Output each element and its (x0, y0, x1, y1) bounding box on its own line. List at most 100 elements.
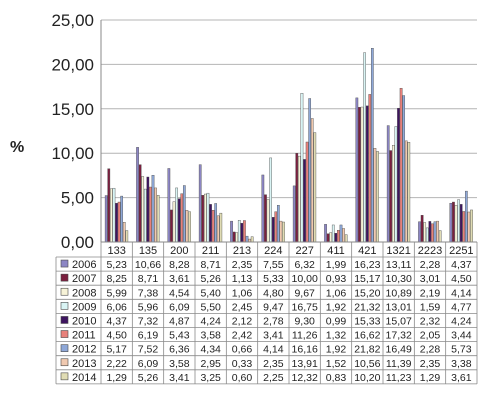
legend-label: 2007 (72, 273, 96, 285)
bar-2011-227 (305, 141, 309, 243)
bar-2014-213 (250, 236, 254, 243)
data-label: 10,30 (386, 273, 412, 285)
y-tick-label: 5,00 (61, 189, 94, 208)
bar-2006-200 (167, 168, 171, 243)
legend-key-2014 (60, 372, 69, 381)
bar-2009-411 (331, 224, 335, 243)
bar-2008-211 (204, 193, 207, 243)
data-label: 5,26 (138, 372, 159, 384)
legend-key-2013 (60, 358, 69, 367)
data-label: 3,41 (263, 330, 284, 342)
bar-2010-211 (209, 204, 212, 243)
data-label: 1,06 (232, 287, 253, 299)
data-label: 15,07 (386, 315, 412, 327)
x-tick-label: 2223 (418, 245, 442, 257)
bar-2010-200 (177, 198, 181, 243)
data-label: 3,41 (169, 372, 190, 384)
bar-2006-421 (355, 97, 359, 243)
bar-2011-421 (368, 94, 372, 243)
bar-2012-411 (339, 224, 343, 243)
data-label: 4,50 (106, 330, 127, 342)
data-label: 9,67 (294, 287, 315, 299)
data-label: 5,40 (200, 287, 221, 299)
bar-2008-411 (329, 232, 333, 243)
data-label: 21,82 (354, 344, 380, 356)
data-label: 10,89 (386, 287, 412, 299)
bar-2010-227 (303, 159, 306, 243)
bar-2009-227 (300, 93, 304, 243)
bar-2007-135 (138, 164, 142, 243)
bar-2012-1321 (402, 95, 406, 243)
bar-2012-421 (370, 48, 374, 243)
bar-2011-224 (274, 211, 278, 243)
data-label: 8,28 (169, 259, 190, 271)
data-label: 6,19 (138, 330, 159, 342)
bar-2014-421 (376, 151, 379, 243)
data-label: 3,58 (200, 330, 221, 342)
bar-2011-200 (180, 193, 184, 243)
bar-2010-1321 (397, 107, 400, 243)
bar-2010-2251 (459, 204, 463, 243)
data-label: 1,32 (326, 330, 347, 342)
data-label: 10,56 (354, 358, 380, 370)
bar-2011-2223 (431, 223, 434, 243)
bar-2012-200 (182, 185, 186, 243)
data-label: 3,61 (169, 273, 190, 285)
bar-2012-133 (120, 195, 124, 243)
data-label: 8,71 (138, 273, 159, 285)
data-label: 11,26 (292, 330, 318, 342)
data-label: 4,24 (451, 315, 472, 327)
legend-key-2008 (60, 287, 69, 296)
bar-2008-421 (360, 106, 364, 243)
legend-label: 2009 (72, 301, 96, 313)
bar-2010-213 (240, 222, 244, 243)
bar-2013-135 (154, 187, 157, 243)
data-label: 1,13 (232, 273, 253, 285)
bar-2012-211 (214, 203, 218, 243)
data-label: 6,09 (169, 301, 190, 313)
x-tick-label: 227 (295, 245, 313, 257)
bar-2010-2223 (428, 221, 432, 243)
data-label: 21,32 (354, 301, 380, 313)
data-label: 13,01 (386, 301, 412, 313)
bar-2011-411 (337, 230, 340, 243)
data-label: 10,20 (354, 372, 380, 384)
bar-2013-411 (342, 228, 345, 243)
data-label: 2,35 (420, 358, 441, 370)
bar-2009-133 (112, 187, 116, 243)
data-label: 7,38 (138, 287, 159, 299)
y-tick-label: 25,00 (51, 11, 94, 30)
data-label: 8,25 (106, 273, 127, 285)
data-label: 2,35 (232, 259, 253, 271)
data-label: 4,50 (451, 273, 472, 285)
data-label: 5,23 (106, 259, 127, 271)
y-tick-label: 10,00 (51, 144, 94, 163)
data-label: 12,32 (292, 372, 318, 384)
legend-key-2012 (60, 344, 69, 352)
data-label: 17,32 (386, 330, 412, 342)
bar-2007-211 (201, 195, 205, 243)
bar-2014-2223 (438, 230, 442, 243)
data-label: 4,77 (451, 301, 472, 313)
bar-2008-213 (235, 232, 239, 243)
data-label: 2,78 (263, 315, 284, 327)
data-label: 9,47 (263, 301, 284, 313)
bar-2012-2223 (433, 221, 437, 243)
data-label: 5,99 (106, 287, 127, 299)
bar-2008-1321 (392, 145, 395, 243)
bar-2009-1321 (394, 126, 398, 243)
bar-2012-224 (276, 205, 280, 243)
bar-2007-421 (358, 107, 361, 243)
data-label: 16,23 (354, 259, 380, 271)
bar-2013-2223 (436, 220, 439, 243)
bar-2009-213 (237, 220, 241, 243)
bar-2011-135 (149, 186, 152, 243)
data-label: 2,05 (420, 330, 441, 342)
legend-label: 2013 (72, 358, 96, 370)
bar-2013-227 (310, 118, 314, 243)
data-label: 1,99 (326, 259, 347, 271)
bar-2012-2251 (464, 190, 468, 243)
bar-2008-2223 (423, 222, 427, 243)
bar-2006-411 (324, 224, 327, 243)
legend-label: 2014 (72, 372, 96, 384)
